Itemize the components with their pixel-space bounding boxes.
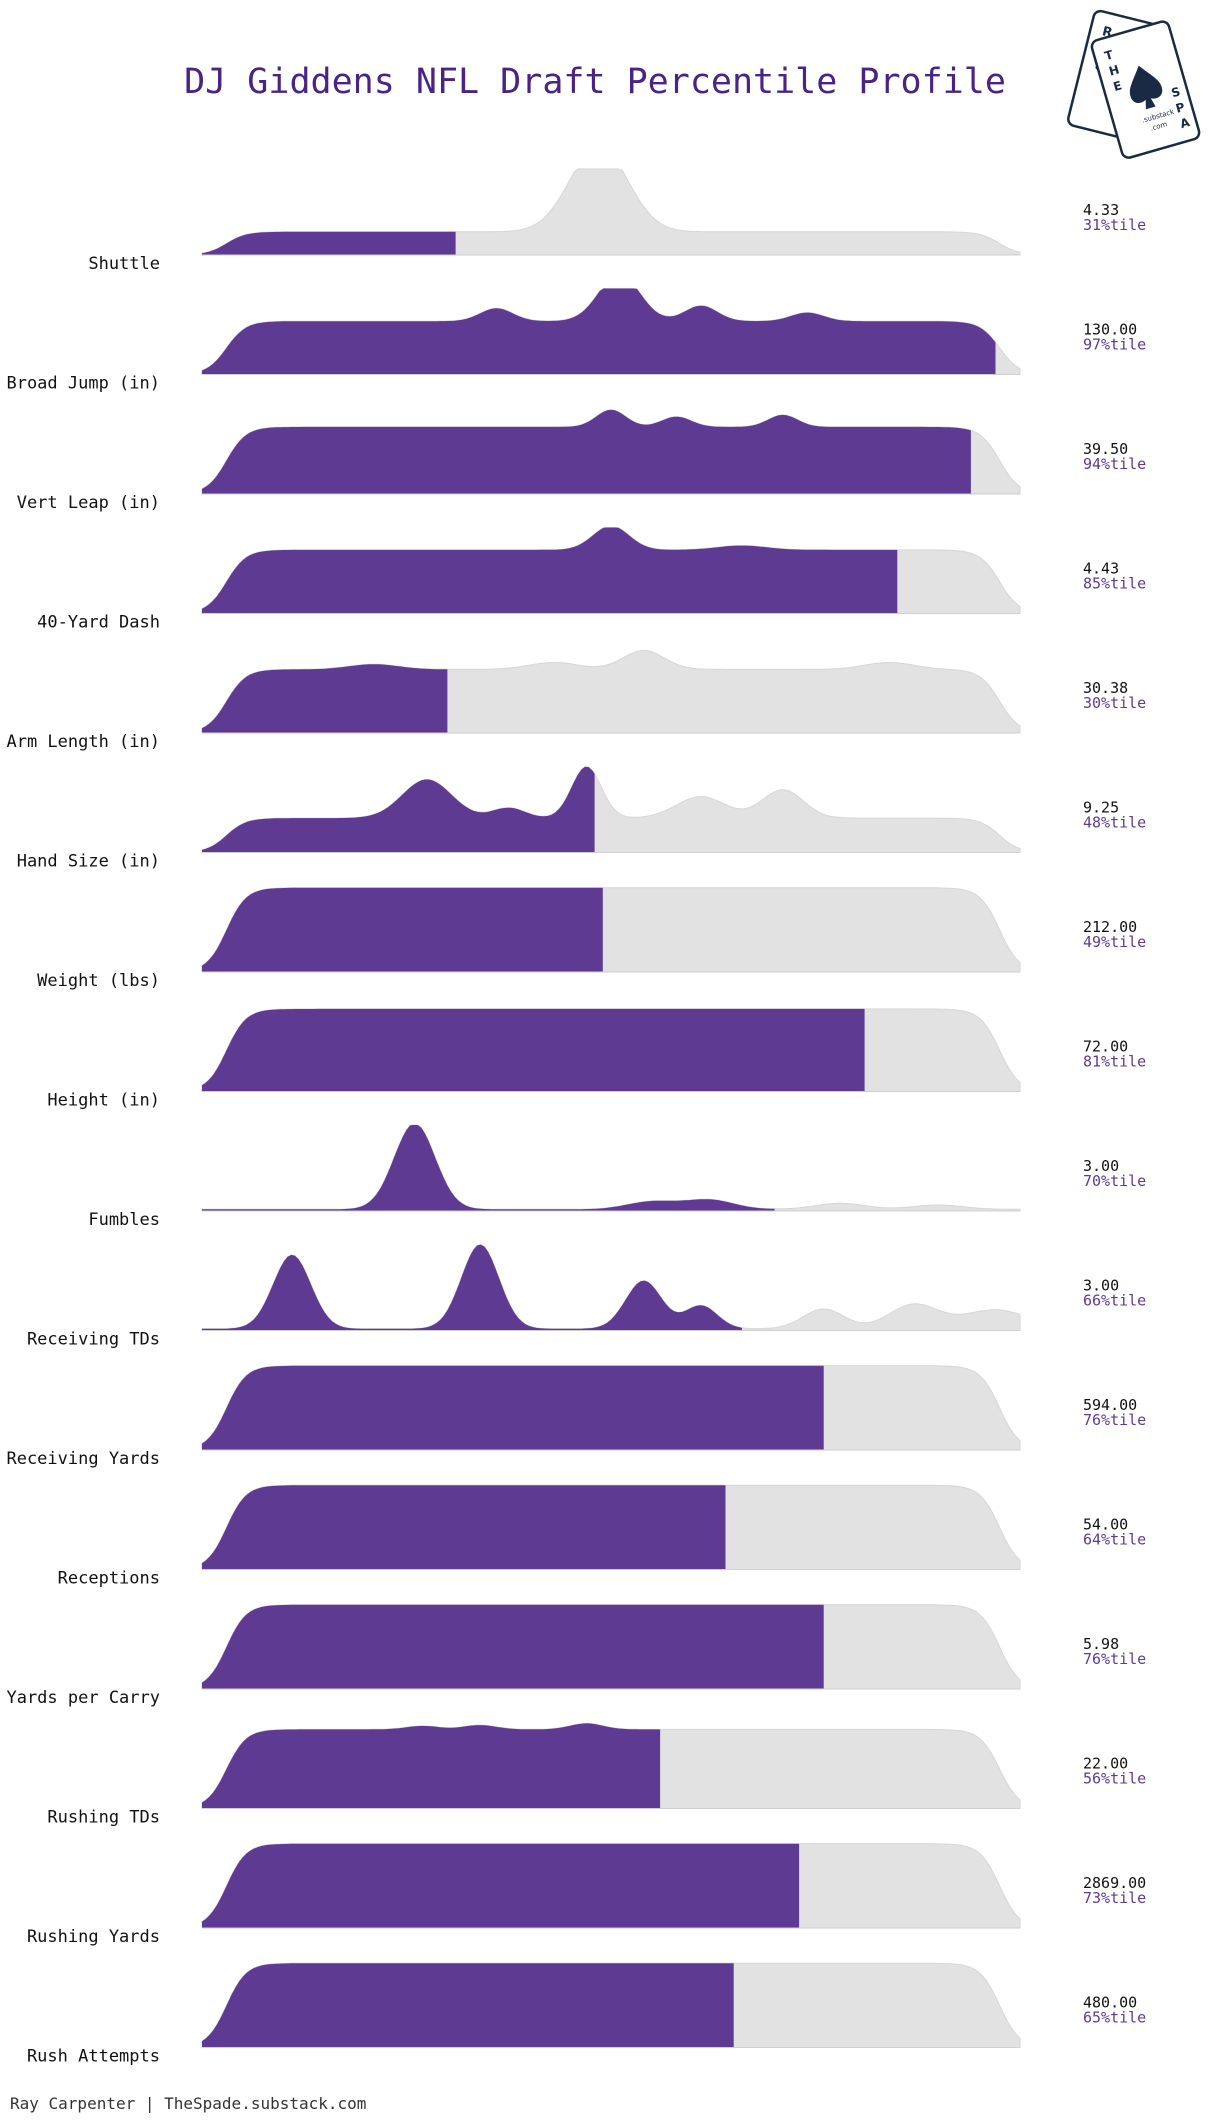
metric-value: 594.00 <box>1083 1396 1137 1414</box>
metric-value: 212.00 <box>1083 918 1137 936</box>
row-label: Broad Jump (in) <box>6 374 160 394</box>
row-label: Receiving Yards <box>6 1449 160 1469</box>
percentile-label: 66%tile <box>1083 1292 1146 1310</box>
percentile-fill <box>202 766 595 853</box>
row-label: Receiving TDs <box>27 1330 160 1350</box>
row-label: Weight (lbs) <box>37 971 160 991</box>
metric-value: 9.25 <box>1083 799 1119 817</box>
metric-value: 3.00 <box>1083 1277 1119 1295</box>
percentile-label: 81%tile <box>1083 1053 1146 1071</box>
row-label: Rush Attempts <box>27 2047 160 2067</box>
row-label: Rushing TDs <box>47 1808 160 1828</box>
row-label: Height (in) <box>47 1091 160 1111</box>
metric-value: 480.00 <box>1083 1994 1137 2012</box>
metric-value: 130.00 <box>1083 321 1137 339</box>
row-label: Hand Size (in) <box>17 852 160 872</box>
row-label: 40-Yard Dash <box>37 613 160 633</box>
row-label: Arm Length (in) <box>6 732 160 752</box>
row-label: Rushing Yards <box>27 1927 160 1947</box>
row-label: Vert Leap (in) <box>17 493 160 513</box>
percentile-label: 85%tile <box>1083 575 1146 593</box>
svg-text:S: S <box>1170 84 1182 100</box>
metric-value: 22.00 <box>1083 1755 1128 1773</box>
percentile-label: 64%tile <box>1083 1531 1146 1549</box>
footer-credit: Ray Carpenter | TheSpade.substack.com <box>10 2094 367 2113</box>
metric-value: 30.38 <box>1083 679 1128 697</box>
metric-value: 54.00 <box>1083 1516 1128 1534</box>
percentile-fill <box>202 1963 734 2048</box>
percentile-label: 76%tile <box>1083 1411 1146 1429</box>
percentile-label: 76%tile <box>1083 1650 1146 1668</box>
svg-text:H: H <box>1107 62 1121 78</box>
percentile-label: 73%tile <box>1083 1889 1146 1907</box>
metric-value: 72.00 <box>1083 1038 1128 1056</box>
row-label: Yards per Carry <box>6 1688 160 1708</box>
distribution-area <box>201 1124 1021 1212</box>
percentile-fill <box>202 1125 775 1211</box>
percentile-label: 31%tile <box>1083 216 1146 234</box>
percentile-label: 65%tile <box>1083 2009 1146 2027</box>
row-label: Fumbles <box>88 1210 160 1230</box>
percentile-fill <box>202 1843 800 1928</box>
percentile-fill <box>202 409 971 494</box>
percentile-fill <box>202 1723 661 1809</box>
metric-value: 2869.00 <box>1083 1874 1146 1892</box>
row-label: Shuttle <box>88 254 160 274</box>
metric-value: 4.33 <box>1083 201 1119 219</box>
metric-value: 3.00 <box>1083 1157 1119 1175</box>
percentile-label: 30%tile <box>1083 694 1146 712</box>
row-label: Receptions <box>58 1569 160 1589</box>
percentile-fill <box>202 1604 824 1689</box>
percentile-fill <box>202 527 898 614</box>
percentile-fill <box>202 1244 742 1331</box>
percentile-label: 70%tile <box>1083 1172 1146 1190</box>
percentile-label: 49%tile <box>1083 933 1146 951</box>
chart-title: DJ Giddens NFL Draft Percentile Profile <box>184 62 1006 102</box>
metric-value: 4.43 <box>1083 560 1119 578</box>
percentile-label: 94%tile <box>1083 455 1146 473</box>
metric-value: 39.50 <box>1083 440 1128 458</box>
metric-value: 5.98 <box>1083 1635 1119 1653</box>
percentile-label: 48%tile <box>1083 814 1146 832</box>
percentile-fill <box>202 1485 726 1570</box>
spade-logo: R C ♠ T H E S P A .substack .com <box>1058 6 1208 170</box>
percentile-fill <box>202 288 996 375</box>
percentile-label: 56%tile <box>1083 1770 1146 1788</box>
percentile-fill <box>202 887 603 972</box>
percentile-fill <box>202 231 456 255</box>
svg-text:P: P <box>1174 100 1187 116</box>
percentile-fill <box>202 1365 824 1450</box>
percentile-fill <box>202 1008 865 1092</box>
percentile-label: 97%tile <box>1083 336 1146 354</box>
svg-text:E: E <box>1112 78 1124 94</box>
percentile-fill <box>202 664 448 733</box>
